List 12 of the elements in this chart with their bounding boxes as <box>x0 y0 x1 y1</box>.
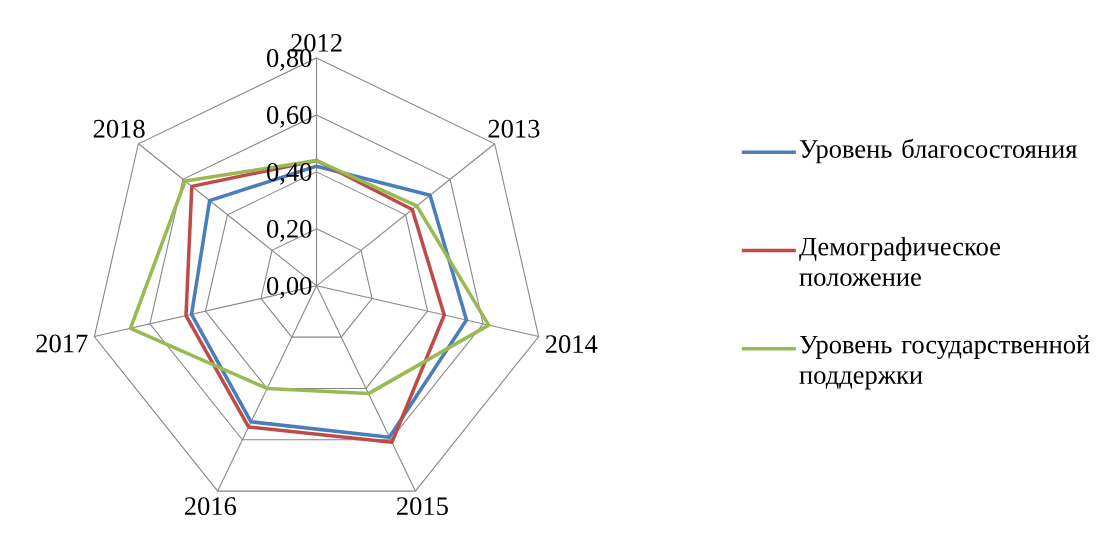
legend-label: Уровень государственной поддержки <box>799 334 1090 390</box>
spoke-label: 2015 <box>397 497 448 515</box>
spoke-label: 2017 <box>36 334 88 353</box>
y-tick-label: 0,20 <box>267 219 312 242</box>
y-tick-label: 0,00 <box>267 276 312 299</box>
spoke-label: 2018 <box>93 119 145 138</box>
spoke-label: 2014 <box>545 334 598 353</box>
y-tick-label: 0,60 <box>267 105 312 128</box>
legend-label: Демографическое положение <box>799 236 1001 286</box>
legend-label: Уровень благосостояния <box>799 138 1077 164</box>
spoke-label: 2016 <box>184 497 237 515</box>
spoke-label: 2013 <box>488 119 540 138</box>
